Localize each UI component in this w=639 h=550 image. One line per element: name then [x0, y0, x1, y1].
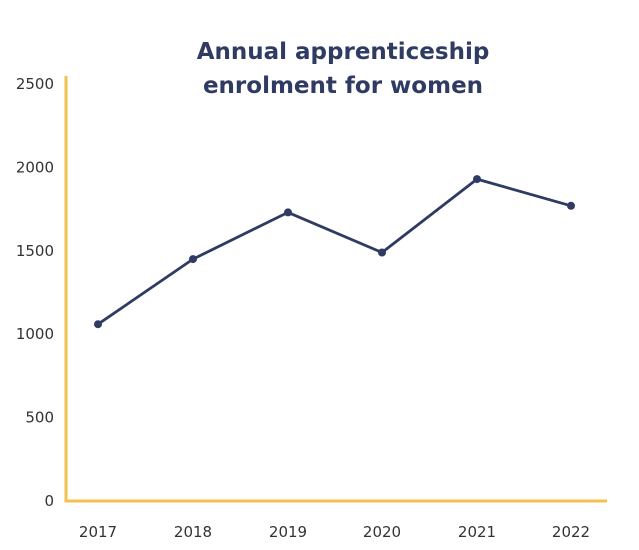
- data-point-2018: [189, 255, 197, 264]
- x-tick-label: 2020: [363, 523, 401, 541]
- data-points: [94, 175, 575, 329]
- x-tick-label: 2019: [269, 523, 307, 541]
- y-tick-label: 1500: [16, 242, 54, 260]
- x-tick-label: 2021: [458, 523, 496, 541]
- series-line: [97, 177, 572, 326]
- y-tick-label: 1000: [16, 325, 54, 343]
- chart-title-line-2: enrolment for women: [203, 73, 483, 99]
- y-tick-label: 500: [25, 409, 54, 427]
- data-point-2019: [284, 208, 292, 217]
- x-tick-label: 2022: [552, 523, 590, 541]
- data-point-2021: [473, 175, 481, 184]
- x-tick-labels: 2017 2018 2019 2020 2021 2022: [79, 523, 590, 541]
- y-tick-label: 0: [44, 492, 54, 510]
- data-point-2020: [378, 248, 386, 257]
- x-tick-label: 2018: [174, 523, 212, 541]
- data-point-2017: [94, 320, 102, 329]
- y-tick-label: 2000: [16, 158, 54, 176]
- chart-title-line-1: Annual apprenticeship: [197, 39, 490, 65]
- y-tick-labels: 0 500 1000 1500 2000 2500: [16, 75, 54, 510]
- y-tick-label: 2500: [16, 75, 54, 93]
- data-point-2022: [567, 201, 575, 210]
- x-tick-label: 2017: [79, 523, 117, 541]
